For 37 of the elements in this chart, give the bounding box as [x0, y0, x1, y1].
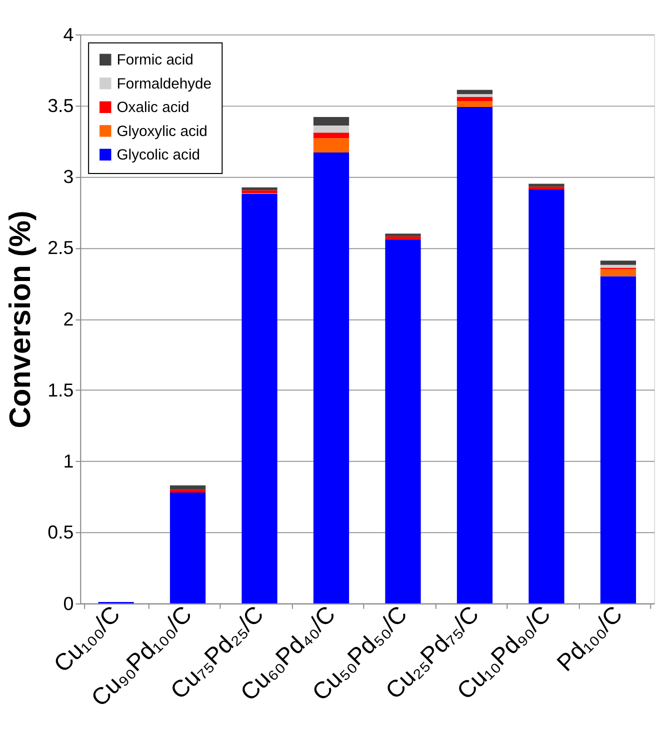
bar: [385, 236, 421, 240]
bar: [456, 90, 493, 94]
legend-label: Formic acid: [116, 52, 194, 69]
bar: [528, 186, 564, 190]
bar: [456, 97, 493, 102]
legend-label: Glycolic acid: [116, 148, 200, 164]
y-tick-label: 3: [63, 166, 74, 188]
y-tick-label: 2.5: [48, 237, 74, 258]
y-tick-label: 1: [63, 450, 74, 472]
bar: [528, 189, 564, 604]
bar: [600, 269, 636, 276]
legend-label: Glyoxylic acid: [116, 124, 208, 140]
bar: [600, 276, 636, 604]
legend-label: Formaldehyde: [116, 76, 212, 92]
bar: [170, 490, 206, 492]
bar: [170, 485, 206, 490]
y-tick-label: 0.5: [48, 522, 74, 543]
bar: [456, 94, 493, 98]
bar: [242, 194, 278, 604]
y-axis-title: Conversion (%): [4, 210, 37, 428]
y-tick-label: 1.5: [48, 379, 74, 400]
y-tick-label: 2: [63, 308, 74, 330]
bar: [313, 116, 350, 126]
bar: [313, 152, 350, 604]
bar: [313, 125, 350, 133]
bar: [242, 190, 278, 194]
bar: [313, 138, 350, 153]
bar: [456, 101, 493, 107]
bar: [385, 239, 421, 604]
y-tick-label: 3.5: [48, 94, 74, 116]
bar: [600, 260, 636, 265]
y-tick-label: 4: [63, 24, 74, 45]
legend-label: Oxalic acid: [116, 100, 190, 116]
bar: [170, 492, 206, 604]
bar: [313, 132, 350, 138]
bar: [456, 106, 493, 604]
bar: [385, 234, 421, 236]
